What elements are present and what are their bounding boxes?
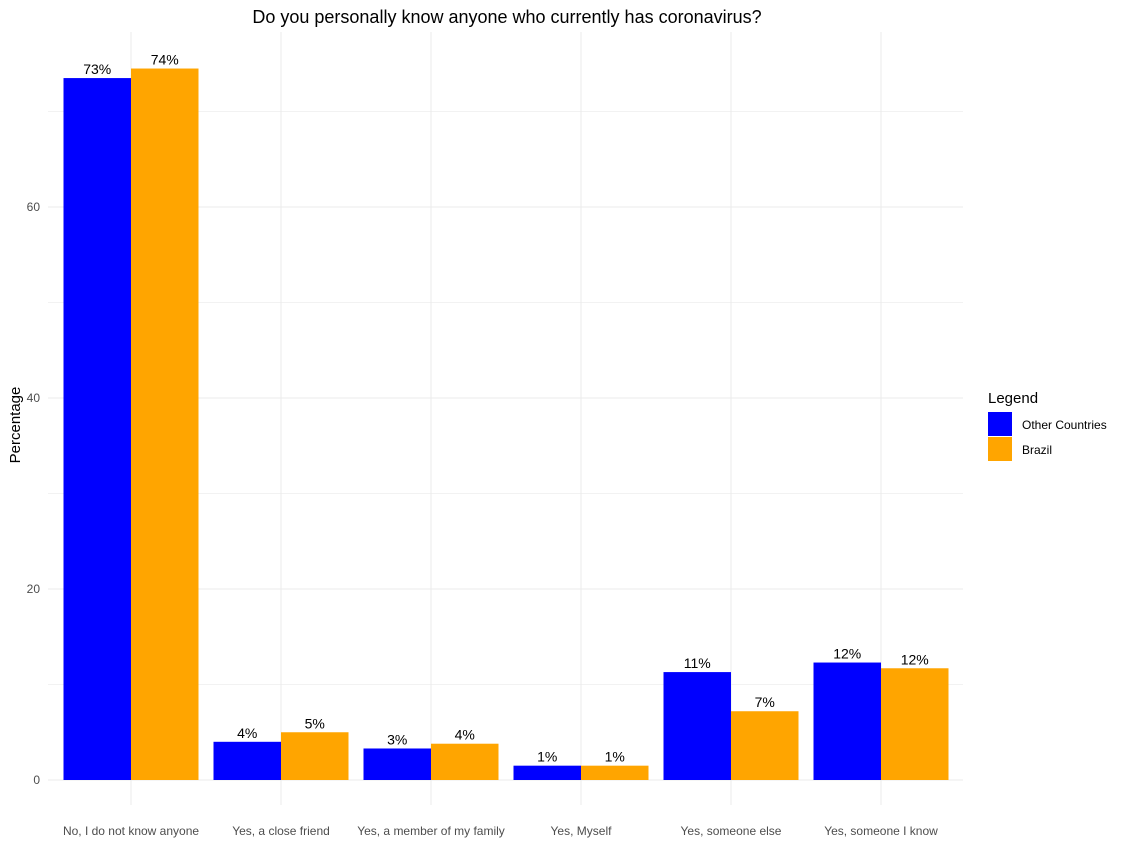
y-tick-label: 60 (27, 200, 41, 214)
x-tick-label: Yes, someone else (681, 824, 782, 838)
data-label: 3% (387, 731, 407, 747)
data-label: 1% (537, 749, 557, 765)
y-tick-label: 0 (33, 773, 40, 787)
bar-other-countries (363, 748, 431, 780)
chart-title: Do you personally know anyone who curren… (252, 7, 761, 27)
x-tick-label: Yes, someone I know (824, 824, 938, 838)
x-axis-ticks: No, I do not know anyone Yes, a close fri… (63, 824, 938, 838)
bar-brazil (881, 668, 949, 780)
data-label: 4% (237, 725, 257, 741)
data-label: 73% (83, 61, 111, 77)
y-axis-title: Percentage (7, 387, 24, 464)
data-label: 5% (305, 715, 325, 731)
legend-swatch (988, 437, 1012, 461)
bar-other-countries (513, 765, 581, 780)
bar-brazil (131, 68, 199, 780)
x-tick-label: Yes, Myself (551, 824, 613, 838)
bar-other-countries (63, 78, 131, 780)
bar-brazil (731, 711, 799, 780)
bar-brazil (581, 765, 649, 780)
x-tick-label: No, I do not know anyone (63, 824, 199, 838)
legend: Legend Other Countries Brazil (988, 390, 1107, 461)
y-axis-ticks: 0 20 40 60 (27, 200, 41, 787)
data-label: 7% (755, 694, 775, 710)
data-label: 4% (455, 727, 475, 743)
data-labels: 73% 4% 3% 1% 11% 12% 74% 5% 4% 1% 7% 12% (83, 52, 929, 765)
bars (63, 68, 949, 780)
y-tick-label: 20 (27, 582, 41, 596)
bar-other-countries (663, 672, 731, 780)
bar-brazil (431, 743, 499, 780)
x-tick-label: Yes, a member of my family (357, 824, 505, 838)
x-tick-label: Yes, a close friend (232, 824, 330, 838)
y-tick-label: 40 (27, 391, 41, 405)
bar-brazil (281, 732, 349, 780)
legend-title: Legend (988, 390, 1038, 407)
legend-label: Brazil (1022, 443, 1052, 457)
data-label: 12% (833, 646, 861, 662)
bar-other-countries (213, 741, 281, 780)
legend-label: Other Countries (1022, 418, 1107, 432)
data-label: 1% (605, 749, 625, 765)
data-label: 11% (684, 655, 711, 671)
legend-swatch (988, 412, 1012, 436)
bar-other-countries (813, 662, 881, 780)
data-label: 74% (151, 52, 179, 68)
data-label: 12% (901, 651, 929, 667)
